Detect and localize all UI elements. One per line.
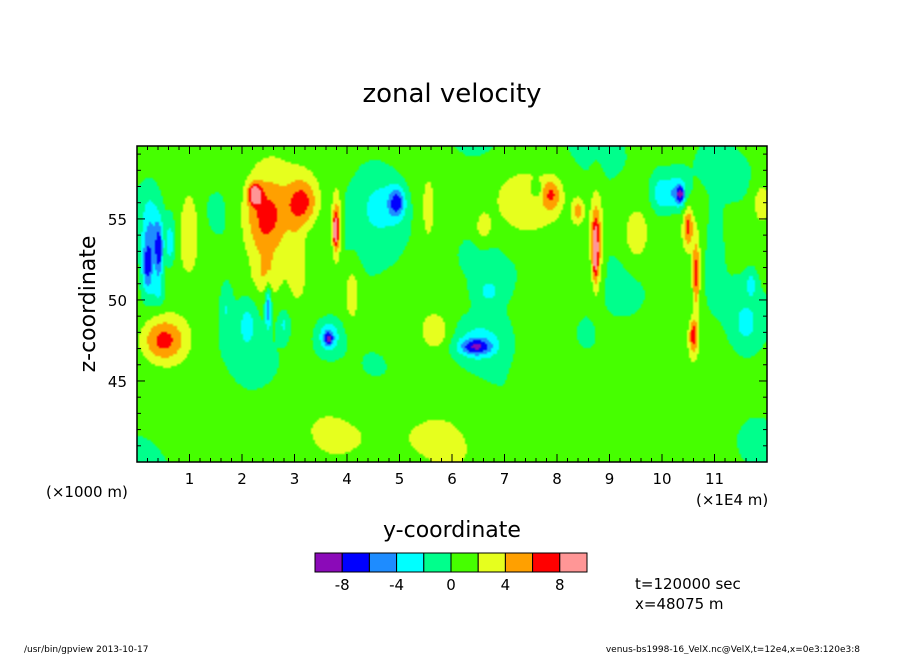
y-axis-label: z-coordinate: [76, 236, 101, 373]
y-tick-label: 50: [108, 292, 127, 310]
colorbar-swatch: [314, 552, 343, 573]
colorbar-swatch: [504, 552, 534, 573]
colorbar-label: -8: [335, 576, 350, 594]
x-unit-right: (×1E4 m): [696, 491, 768, 509]
x-tick-label: 8: [552, 470, 562, 488]
footer-right: venus-bs1998-16_VelX.nc@VelX,t=12e4,x=0e…: [606, 645, 860, 654]
colorbar-swatch: [423, 552, 452, 573]
colorbar: -8 -4 0 4 8: [314, 552, 588, 594]
x-axis-label: y-coordinate: [383, 518, 521, 543]
colorbar-swatch: [341, 552, 370, 573]
colorbar-label: 8: [555, 576, 565, 594]
y-axis-ticks: 45 50 55: [108, 153, 767, 447]
heatmap-field: [137, 146, 767, 462]
colorbar-swatch: [559, 552, 588, 573]
colorbar-swatch: [450, 552, 479, 573]
x-tick-label: 5: [395, 470, 405, 488]
x-tick-label: 7: [500, 470, 510, 488]
x-tick-label: 6: [447, 470, 457, 488]
y-tick-label: 55: [108, 211, 127, 229]
chart-title: zonal velocity: [362, 79, 541, 109]
y-tick-label: 45: [108, 373, 127, 391]
colorbar-label: 4: [501, 576, 511, 594]
x-axis-ticks: 1 2 3 4 5 6 7 8 9 10 11: [147, 146, 757, 488]
colorbar-swatch: [477, 552, 506, 573]
colorbar-swatch: [532, 552, 561, 573]
x-tick-label: 10: [652, 470, 671, 488]
x-tick-label: 1: [185, 470, 195, 488]
x-tick-label: 11: [705, 470, 724, 488]
x-unit-left: (×1000 m): [46, 483, 128, 501]
colorbar-label: -4: [389, 576, 404, 594]
x-tick-label: 4: [342, 470, 352, 488]
x-tick-label: 2: [237, 470, 247, 488]
x-tick-label: 3: [290, 470, 300, 488]
x-tick-label: 9: [605, 470, 615, 488]
colorbar-swatch: [368, 552, 398, 573]
position-annotation: x=48075 m: [635, 595, 724, 613]
colorbar-label: 0: [446, 576, 456, 594]
time-annotation: t=120000 sec: [635, 575, 741, 593]
colorbar-swatch: [396, 552, 425, 573]
footer-left: /usr/bin/gpview 2013-10-17: [24, 645, 148, 654]
